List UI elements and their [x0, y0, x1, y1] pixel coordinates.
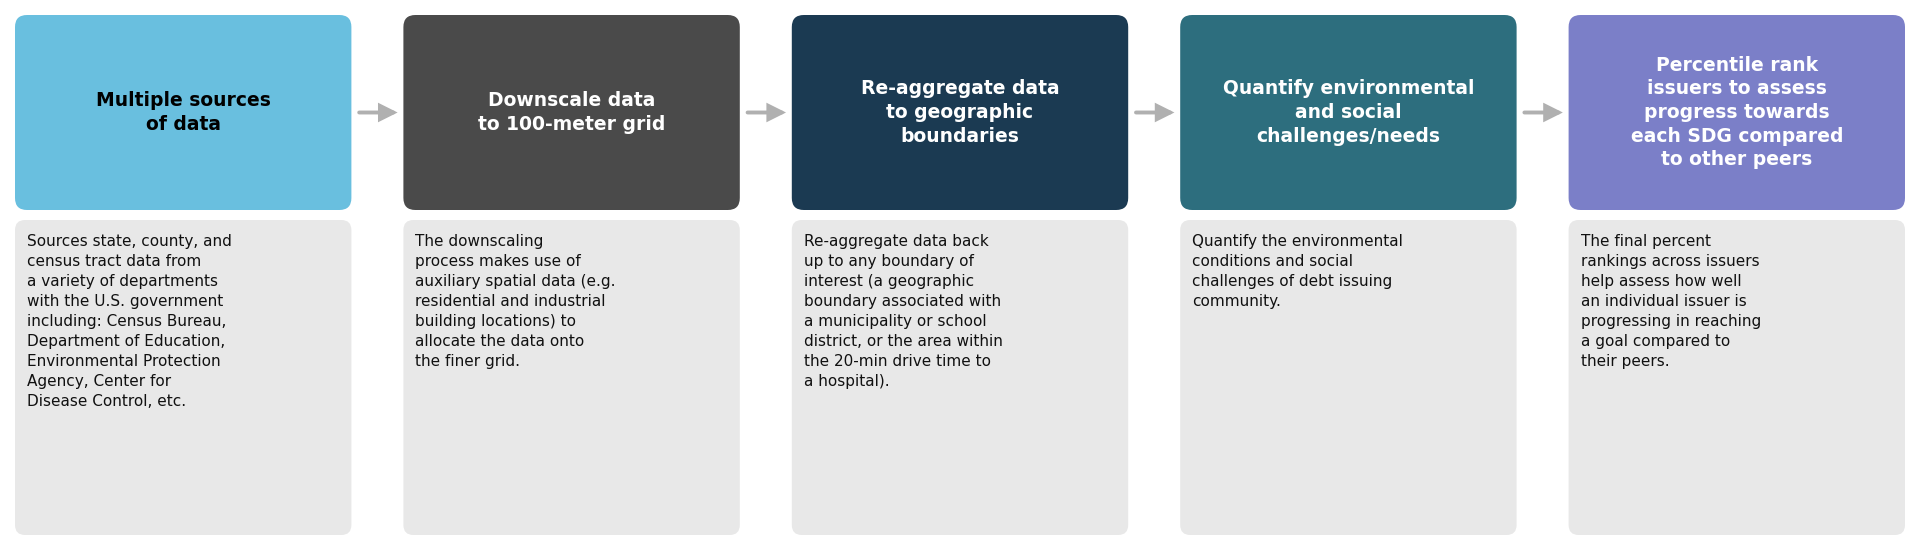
FancyBboxPatch shape [1569, 15, 1905, 210]
Text: Downscale data
to 100-meter grid: Downscale data to 100-meter grid [478, 91, 666, 134]
FancyBboxPatch shape [1569, 220, 1905, 535]
Text: The final percent
rankings across issuers
help assess how well
an individual iss: The final percent rankings across issuer… [1580, 234, 1761, 369]
Text: Quantify environmental
and social
challenges/needs: Quantify environmental and social challe… [1223, 80, 1475, 146]
FancyBboxPatch shape [403, 220, 739, 535]
FancyBboxPatch shape [1181, 15, 1517, 210]
Text: Re-aggregate data back
up to any boundary of
interest (a geographic
boundary ass: Re-aggregate data back up to any boundar… [804, 234, 1002, 389]
FancyBboxPatch shape [403, 15, 739, 210]
Text: Multiple sources
of data: Multiple sources of data [96, 91, 271, 134]
FancyBboxPatch shape [791, 15, 1129, 210]
Text: Sources state, county, and
census tract data from
a variety of departments
with : Sources state, county, and census tract … [27, 234, 232, 409]
FancyBboxPatch shape [1181, 220, 1517, 535]
FancyBboxPatch shape [15, 220, 351, 535]
Text: Re-aggregate data
to geographic
boundaries: Re-aggregate data to geographic boundari… [860, 80, 1060, 146]
Text: Percentile rank
issuers to assess
progress towards
each SDG compared
to other pe: Percentile rank issuers to assess progre… [1630, 56, 1843, 169]
FancyBboxPatch shape [15, 15, 351, 210]
Text: Quantify the environmental
conditions and social
challenges of debt issuing
comm: Quantify the environmental conditions an… [1192, 234, 1404, 309]
FancyBboxPatch shape [791, 220, 1129, 535]
Text: The downscaling
process makes use of
auxiliary spatial data (e.g.
residential an: The downscaling process makes use of aux… [415, 234, 616, 369]
